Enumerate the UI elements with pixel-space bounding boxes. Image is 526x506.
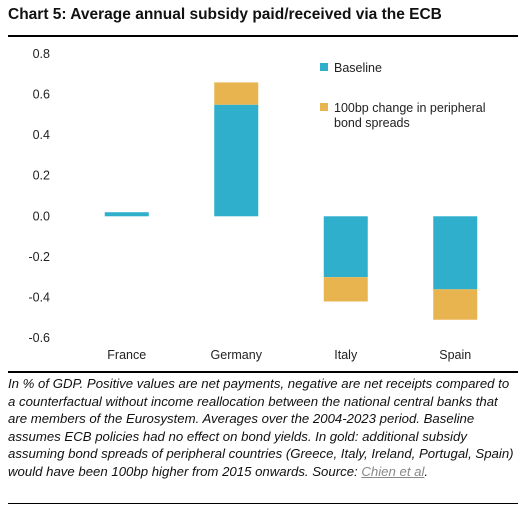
y-tick-label: -0.6: [28, 331, 50, 345]
bars: [104, 82, 478, 320]
bottom-rule: [8, 503, 518, 504]
bar-spain-spread-change: [433, 289, 478, 320]
legend-label: Baseline: [334, 61, 382, 75]
note-text: In % of GDP. Positive values are net pay…: [8, 376, 514, 479]
bar-italy-spread-change: [323, 277, 368, 302]
y-axis: 0.8 0.6 0.4 0.2 0.0 -0.2 -0.4 -0.6: [28, 47, 50, 345]
bar-italy-baseline: [323, 216, 368, 278]
y-tick-label: 0.6: [33, 88, 50, 102]
x-tick-label: Spain: [439, 348, 471, 362]
top-rule: [8, 35, 518, 37]
legend: Baseline 100bp change in peripheral bond s…: [320, 61, 486, 130]
y-tick-label: 0.0: [33, 209, 50, 223]
bar-chart: 0.8 0.6 0.4 0.2 0.0 -0.2 -0.4 -0.6 France German…: [28, 47, 486, 362]
chart-title: Chart 5: Average annual subsidy paid/rec…: [8, 6, 442, 23]
bar-germany-baseline: [214, 104, 259, 217]
divider-rule: [8, 371, 518, 373]
bar-germany-spread-change: [214, 82, 259, 105]
y-tick-label: 0.4: [33, 128, 50, 142]
x-tick-label: Italy: [334, 348, 358, 362]
bar-france-baseline: [104, 212, 149, 217]
y-tick-label: -0.4: [28, 290, 50, 304]
y-tick-label: 0.2: [33, 169, 50, 183]
x-axis: France Germany Italy Spain: [107, 348, 471, 362]
legend-swatch: [320, 103, 328, 111]
chart-note: In % of GDP. Positive values are net pay…: [8, 375, 520, 481]
note-end: .: [424, 463, 429, 479]
x-tick-label: France: [107, 348, 146, 362]
x-tick-label: Germany: [211, 348, 263, 362]
y-tick-label: -0.2: [28, 250, 50, 264]
legend-swatch: [320, 63, 328, 71]
y-tick-label: 0.8: [33, 47, 50, 61]
bar-spain-baseline: [433, 216, 478, 290]
source-link[interactable]: Chien et al: [361, 463, 425, 479]
legend-label: 100bp change in peripheral bond spreads: [334, 101, 486, 130]
